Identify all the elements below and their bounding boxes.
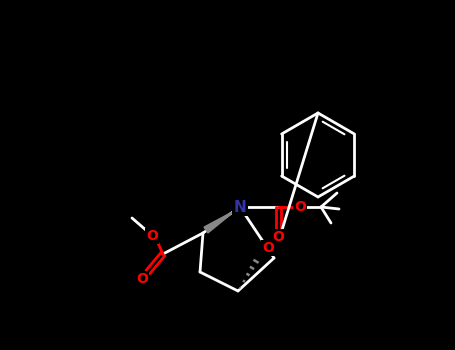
Text: O: O — [136, 272, 148, 286]
Text: N: N — [233, 199, 246, 215]
Polygon shape — [204, 210, 236, 233]
Text: O: O — [294, 200, 306, 214]
Text: O: O — [272, 230, 284, 244]
Text: O: O — [146, 229, 158, 243]
Text: O: O — [262, 241, 274, 255]
